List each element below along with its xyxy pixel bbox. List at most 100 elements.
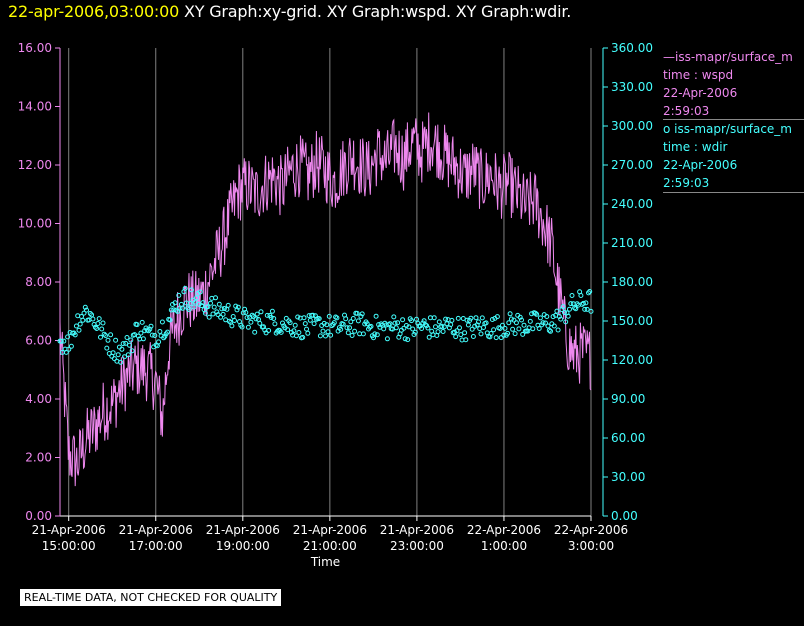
- wdir-point: [395, 320, 401, 326]
- wdir-point: [182, 285, 188, 291]
- wdir-point: [118, 359, 124, 365]
- wdir-point: [283, 315, 289, 321]
- y-right-tick-label: 150.00: [611, 314, 653, 328]
- wdir-point: [368, 323, 374, 329]
- wdir-point: [530, 326, 536, 332]
- wdir-point: [58, 338, 64, 344]
- wdir-point: [580, 300, 586, 306]
- wdir-point: [266, 328, 272, 333]
- wdir-point: [360, 331, 366, 337]
- wdir-point: [254, 311, 260, 317]
- wdir-point: [220, 311, 226, 317]
- x-tick-label: 21-Apr-2006: [206, 523, 280, 537]
- wdir-point: [178, 301, 184, 307]
- x-tick-label: 22-Apr-2006: [554, 523, 628, 537]
- wdir-point: [516, 326, 522, 332]
- y-right-tick-label: 300.00: [611, 119, 653, 133]
- wdir-point: [140, 336, 146, 342]
- wdir-point: [113, 337, 119, 343]
- wdir-point: [243, 310, 249, 315]
- wdir-point: [148, 323, 154, 329]
- wdir-point: [152, 333, 158, 338]
- wdir-point: [127, 342, 132, 348]
- wdir-point: [562, 310, 567, 315]
- wdir-point: [425, 325, 431, 331]
- wdir-point: [115, 352, 121, 358]
- wdir-point: [392, 320, 398, 326]
- wdir-point: [81, 310, 87, 316]
- wdir-point: [545, 323, 551, 329]
- wdir-point: [99, 326, 105, 332]
- wdir-point: [573, 306, 579, 312]
- wdir-point: [187, 301, 193, 306]
- y-left-tick-label: 2.00: [25, 451, 52, 465]
- y-left-tick-label: 4.00: [25, 392, 52, 406]
- y-right-tick-label: 240.00: [611, 197, 653, 211]
- wdir-point: [317, 333, 323, 339]
- wdir-point: [472, 323, 478, 329]
- wdir-point: [419, 326, 425, 331]
- legend-wspd-source: —iss-mapr/surface_m: [663, 50, 793, 64]
- wdir-point: [320, 328, 326, 334]
- wdir-point: [508, 316, 514, 322]
- wdir-point: [391, 314, 397, 320]
- wdir-point: [213, 295, 218, 301]
- legend-wspd-date: 22-Apr-2006: [663, 86, 738, 100]
- wdir-point: [401, 325, 407, 331]
- wdir-point: [216, 301, 222, 307]
- wdir-point: [192, 299, 198, 305]
- wdir-point: [191, 304, 197, 310]
- wdir-point: [358, 314, 364, 319]
- wdir-point: [440, 329, 446, 334]
- x-tick-label: 21:00:00: [303, 539, 357, 553]
- graph-header: 22-apr-2006,03:00:00 XY Graph:xy-grid. X…: [8, 2, 571, 21]
- x-tick-label: 23:00:00: [390, 539, 444, 553]
- wdir-point: [202, 310, 208, 316]
- wdir-point: [431, 315, 437, 321]
- wdir-point: [558, 316, 564, 322]
- header-graph-titles: XY Graph:xy-grid. XY Graph:wspd. XY Grap…: [179, 2, 572, 21]
- y-right-tick-label: 30.00: [611, 470, 645, 484]
- wdir-point: [73, 323, 79, 329]
- wdir-point: [206, 314, 212, 320]
- legend-divider: [663, 119, 804, 120]
- wdir-point: [406, 324, 412, 330]
- wdir-point: [159, 319, 165, 325]
- wdir-point: [436, 319, 442, 325]
- legend-wdir-date: 22-Apr-2006: [663, 158, 738, 172]
- wdir-point: [548, 328, 553, 334]
- wdir-point: [221, 306, 227, 311]
- wdir-point: [219, 306, 225, 312]
- wdir-point: [493, 335, 499, 341]
- wdir-point: [359, 311, 365, 317]
- wdir-point: [92, 324, 98, 330]
- legend-wspd-variable: time : wspd: [663, 68, 734, 82]
- wdir-point: [278, 329, 284, 335]
- wdir-point: [463, 337, 469, 343]
- wdir-point: [272, 321, 278, 327]
- wdir-point: [311, 321, 317, 327]
- series-wdir: [57, 285, 594, 365]
- wdir-point: [95, 321, 101, 326]
- wdir-point: [520, 331, 526, 337]
- wdir-point: [323, 333, 328, 339]
- wdir-point: [90, 316, 96, 322]
- wdir-point: [513, 320, 519, 326]
- wdir-point: [139, 319, 145, 325]
- wdir-point: [296, 330, 302, 335]
- wdir-point: [348, 319, 354, 325]
- wdir-point: [63, 349, 69, 355]
- y-left-tick-label: 14.00: [18, 100, 52, 114]
- x-tick-label: 21-Apr-2006: [119, 523, 193, 537]
- wdir-point: [129, 348, 135, 354]
- wdir-point: [125, 352, 131, 358]
- y-right-tick-label: 270.00: [611, 158, 653, 172]
- wdir-point: [550, 314, 556, 320]
- legend-wdir-source: o iss-mapr/surface_m: [663, 122, 792, 136]
- wdir-point: [287, 320, 293, 326]
- wdir-point: [225, 302, 231, 308]
- wdir-point: [291, 328, 297, 334]
- wdir-point: [502, 325, 508, 331]
- wdir-point: [326, 313, 332, 319]
